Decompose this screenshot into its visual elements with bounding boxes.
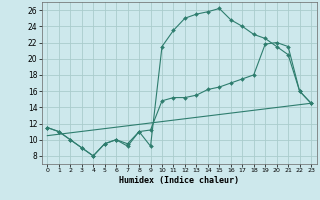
X-axis label: Humidex (Indice chaleur): Humidex (Indice chaleur): [119, 176, 239, 185]
